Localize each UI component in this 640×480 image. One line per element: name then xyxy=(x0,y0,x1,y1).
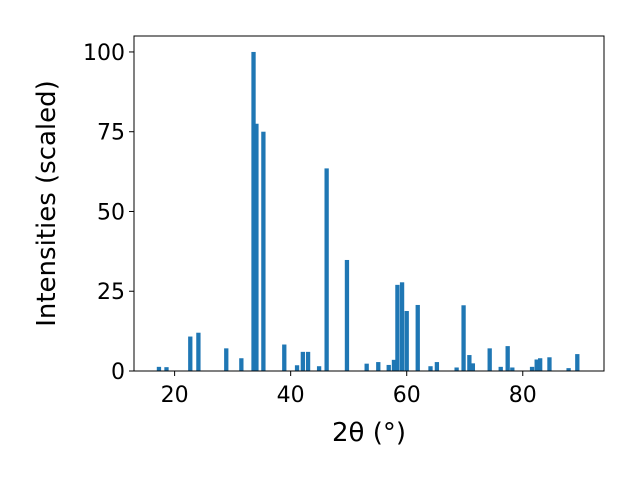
x-tick-label-80: 80 xyxy=(509,383,537,408)
bar-4 xyxy=(224,348,229,371)
bar-6 xyxy=(251,51,256,371)
bar-22 xyxy=(404,311,409,371)
y-tick-label-25: 25 xyxy=(97,280,125,305)
bar-23 xyxy=(415,304,420,371)
x-tick-label-40: 40 xyxy=(277,383,305,408)
bar-24 xyxy=(428,366,433,371)
bar-39 xyxy=(575,354,580,371)
bar-37 xyxy=(547,357,552,371)
y-tick-label-50: 50 xyxy=(97,200,125,225)
bar-19 xyxy=(391,359,397,371)
bar-33 xyxy=(510,367,515,371)
bar-32 xyxy=(505,346,510,371)
bar-25 xyxy=(434,362,440,371)
y-tick-label-0: 0 xyxy=(111,360,125,385)
x-tick-label-20: 20 xyxy=(161,383,189,408)
bar-11 xyxy=(300,351,305,371)
plot-frame xyxy=(133,35,605,372)
x-axis-ticks: 20 40 60 80 xyxy=(161,371,537,408)
bar-21 xyxy=(399,282,405,371)
bar-27 xyxy=(461,305,466,371)
bar-8 xyxy=(261,131,266,371)
y-tick-label-75: 75 xyxy=(97,121,125,146)
bar-10 xyxy=(294,365,300,371)
bar-34 xyxy=(529,366,535,371)
bar-28 xyxy=(467,355,472,371)
bar-5 xyxy=(239,358,244,371)
bar-38 xyxy=(566,368,571,371)
x-tick-label-60: 60 xyxy=(393,383,421,408)
bar-14 xyxy=(324,168,329,371)
y-tick-label-100: 100 xyxy=(83,41,125,66)
bar-35 xyxy=(534,359,539,371)
bar-12 xyxy=(305,351,311,371)
bar-31 xyxy=(498,366,503,371)
bar-3 xyxy=(196,332,201,371)
y-axis-ticks: 0 25 50 75 100 xyxy=(83,41,134,385)
bar-17 xyxy=(376,362,381,371)
bar-36 xyxy=(538,358,543,371)
y-axis-label: Intensities (scaled) xyxy=(32,80,62,327)
bar-13 xyxy=(316,366,322,371)
bar-7 xyxy=(254,123,259,372)
bar-29 xyxy=(470,363,476,371)
bar-9 xyxy=(282,344,287,371)
bar-26 xyxy=(454,367,459,371)
bar-series xyxy=(156,51,580,372)
bar-16 xyxy=(364,363,369,371)
bar-30 xyxy=(487,348,492,371)
bar-20 xyxy=(395,284,400,371)
bar-0 xyxy=(156,366,162,371)
bar-18 xyxy=(386,364,391,371)
x-axis-label: 2θ (°) xyxy=(332,418,406,448)
bar-2 xyxy=(188,336,193,371)
bar-15 xyxy=(344,259,350,371)
bar-1 xyxy=(164,367,169,371)
